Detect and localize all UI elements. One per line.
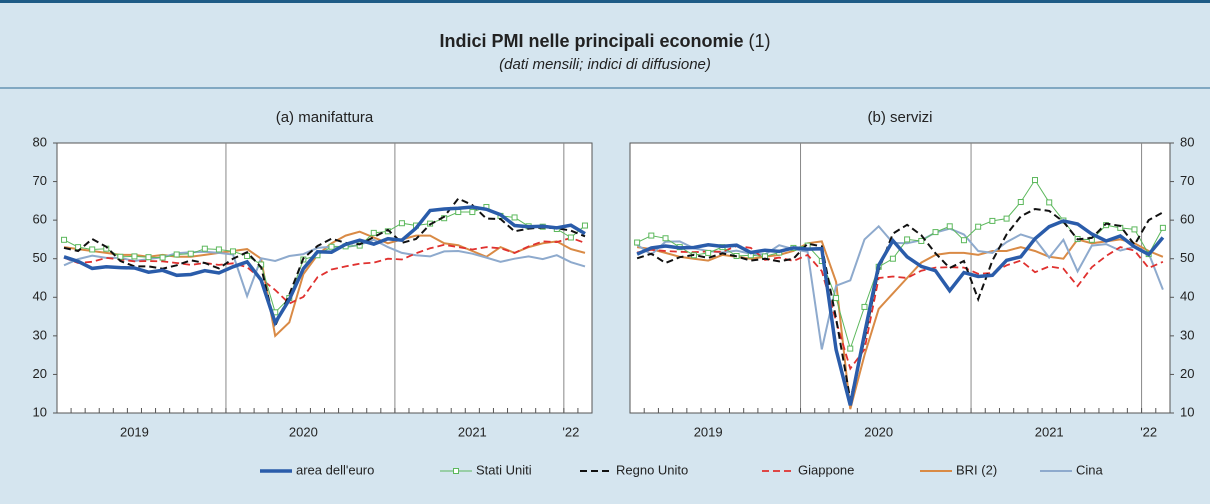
chart-title: Indici PMI nelle principali economie (1)	[439, 31, 770, 51]
point-marker	[1159, 224, 1166, 231]
series-line	[63, 197, 586, 329]
point-marker	[975, 223, 982, 230]
point-marker	[648, 232, 655, 239]
point-marker	[131, 253, 138, 260]
plot-area	[56, 142, 593, 414]
point-marker	[567, 234, 574, 241]
series-line	[636, 245, 1164, 371]
point-marker	[918, 237, 925, 244]
x-tick-label: 2021	[1035, 424, 1064, 439]
point-marker	[455, 209, 462, 216]
point-marker	[889, 255, 896, 262]
y-tick-label: 50	[1180, 250, 1194, 265]
y-tick-label: 70	[1180, 173, 1194, 188]
point-marker	[1046, 199, 1053, 206]
point-marker	[173, 251, 180, 258]
series-line	[636, 238, 1164, 410]
point-marker	[356, 242, 363, 249]
point-marker	[1032, 177, 1038, 184]
y-tick-label: 40	[1180, 289, 1194, 304]
point-marker	[1003, 215, 1010, 222]
point-marker	[75, 244, 82, 251]
point-marker	[1131, 226, 1138, 233]
legend-label: area dell'euro	[296, 462, 374, 477]
x-tick-label: 2020	[864, 424, 893, 439]
point-marker	[469, 209, 476, 216]
x-tick-label: 2019	[120, 424, 149, 439]
point-marker	[989, 217, 996, 224]
point-marker	[328, 243, 335, 250]
series-line	[636, 219, 1165, 406]
y-tick-label: 20	[1180, 366, 1194, 381]
point-marker	[946, 223, 953, 230]
point-marker	[581, 222, 588, 229]
series-line	[63, 205, 586, 327]
panel-title: (a) manifattura	[276, 109, 374, 126]
x-tick-label: 2019	[694, 424, 723, 439]
point-marker	[145, 254, 152, 261]
point-marker	[847, 345, 854, 352]
legend-label: Regno Unito	[616, 462, 688, 477]
y-tick-label: 50	[33, 250, 47, 265]
legend-label: Cina	[1076, 462, 1104, 477]
point-marker	[833, 295, 840, 302]
point-marker	[932, 229, 939, 236]
point-marker	[187, 250, 194, 257]
legend-label: BRI (2)	[956, 462, 997, 477]
point-marker	[61, 236, 68, 243]
y-tick-label: 40	[33, 289, 47, 304]
y-tick-label: 10	[1180, 404, 1194, 419]
point-marker	[370, 229, 377, 236]
legend-label: Stati Uniti	[476, 462, 532, 477]
series-line	[636, 207, 1164, 401]
y-tick-label: 30	[1180, 327, 1194, 342]
x-tick-label: '22	[562, 424, 579, 439]
x-tick-label: '22	[1140, 424, 1157, 439]
y-tick-label: 80	[1180, 134, 1194, 149]
point-marker	[201, 245, 208, 252]
point-marker	[244, 253, 251, 260]
subtitle: (dati mensili; indici di diffusione)	[499, 56, 711, 73]
point-marker	[705, 249, 712, 256]
point-marker	[398, 220, 405, 227]
y-tick-label: 20	[33, 366, 47, 381]
y-tick-label: 30	[33, 327, 47, 342]
panel-title: (b) servizi	[867, 109, 932, 126]
point-marker	[861, 303, 868, 310]
legend-marker	[453, 468, 459, 474]
title-text: Indici PMI nelle principali economie	[439, 31, 743, 51]
y-tick-label: 70	[33, 173, 47, 188]
legend-label: Giappone	[798, 462, 854, 477]
point-marker	[960, 237, 967, 244]
point-marker	[229, 248, 236, 255]
series-line	[636, 224, 1164, 350]
x-tick-label: 2021	[458, 424, 487, 439]
point-marker	[1017, 199, 1024, 206]
point-marker	[634, 239, 641, 246]
y-tick-label: 80	[33, 134, 47, 149]
title-note: (1)	[749, 31, 771, 51]
series-line	[63, 236, 586, 305]
point-marker	[511, 214, 518, 221]
point-marker	[215, 246, 222, 253]
y-tick-label: 60	[33, 212, 47, 227]
point-marker	[89, 246, 96, 253]
point-marker	[904, 236, 911, 243]
point-marker	[117, 253, 124, 260]
y-tick-label: 60	[1180, 212, 1194, 227]
y-tick-label: 10	[33, 404, 47, 419]
point-marker	[159, 254, 166, 261]
point-marker	[662, 235, 669, 242]
x-tick-label: 2020	[289, 424, 318, 439]
